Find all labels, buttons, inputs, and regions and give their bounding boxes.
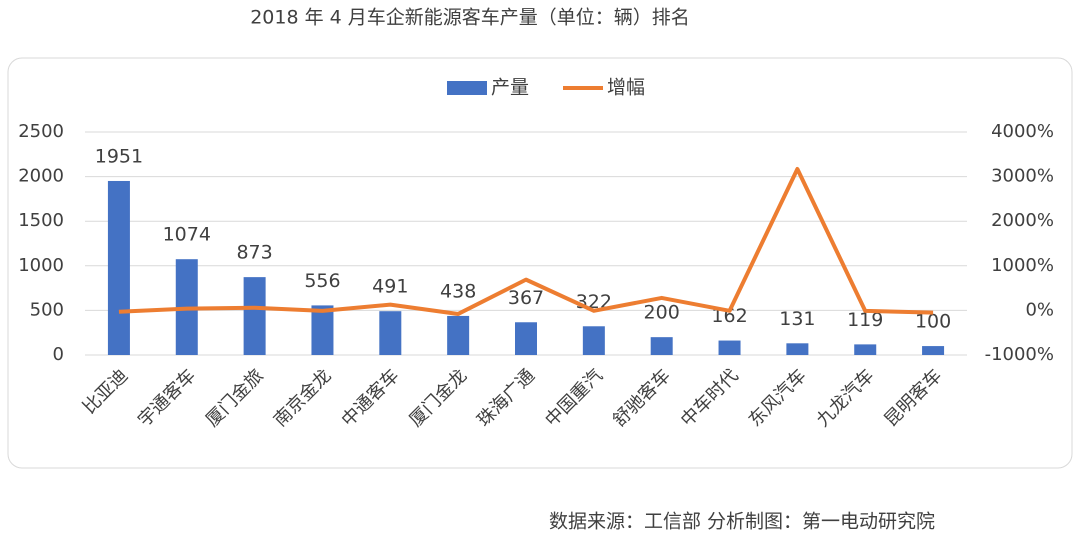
y2-tick-label: 4000% xyxy=(991,121,1054,142)
source-note: 数据来源：工信部 分析制图：第一电动研究院 xyxy=(549,511,935,533)
data-label: 131 xyxy=(779,308,815,330)
bar xyxy=(582,326,605,355)
legend-swatch xyxy=(447,81,487,95)
bar xyxy=(718,340,741,355)
data-label: 1074 xyxy=(163,224,211,246)
y2-tick-label: 2000% xyxy=(991,210,1054,231)
bar xyxy=(922,346,945,355)
bar xyxy=(786,343,809,355)
legend-label: 增幅 xyxy=(607,77,645,99)
line-series xyxy=(118,167,934,316)
chart-title: 2018 年 4 月车企新能源客车产量（单位：辆）排名 xyxy=(250,7,690,29)
bar xyxy=(311,305,334,355)
y2-tick-label: 0% xyxy=(1025,299,1054,320)
y2-tick-label: -1000% xyxy=(985,344,1054,365)
bar xyxy=(515,322,537,355)
data-label: 100 xyxy=(915,311,951,333)
y-tick-label: 1500 xyxy=(18,210,64,231)
y-tick-label: 500 xyxy=(30,299,64,320)
data-label: 438 xyxy=(440,280,476,302)
y2-tick-label: 1000% xyxy=(991,255,1054,276)
bar xyxy=(854,344,877,355)
y-tick-label: 2500 xyxy=(18,121,64,142)
bar xyxy=(379,311,402,355)
data-label: 119 xyxy=(847,309,883,331)
bar xyxy=(243,277,266,355)
data-label: 200 xyxy=(644,302,680,324)
data-label: 491 xyxy=(372,276,408,298)
chart-frame xyxy=(7,57,1073,469)
data-label: 1951 xyxy=(95,145,143,167)
bar xyxy=(107,180,130,355)
y-tick-label: 1000 xyxy=(18,255,64,276)
data-label: 367 xyxy=(508,287,544,309)
data-label: 873 xyxy=(236,242,272,264)
legend-label: 产量 xyxy=(491,77,529,99)
y2-tick-label: 3000% xyxy=(991,166,1054,187)
data-label: 556 xyxy=(304,270,340,292)
y-tick-label: 0 xyxy=(53,344,64,365)
y-tick-label: 2000 xyxy=(18,166,64,187)
bar xyxy=(650,337,673,355)
bar xyxy=(447,315,470,355)
